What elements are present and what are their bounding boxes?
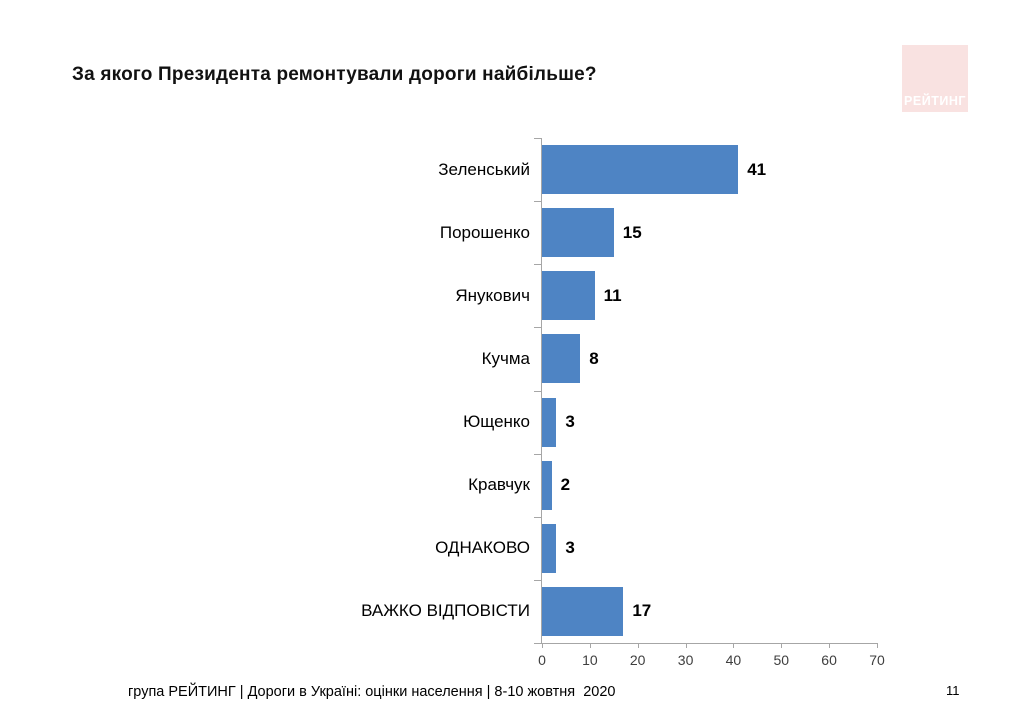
page-number: 11 <box>946 683 960 698</box>
value-axis-tick-label: 70 <box>869 652 885 668</box>
value-label: 15 <box>622 222 642 242</box>
bar <box>542 208 614 258</box>
value-label: 17 <box>632 601 652 621</box>
rating-logo-label: РЕЙТИНГ <box>904 94 966 108</box>
bar <box>542 271 595 321</box>
value-label: 8 <box>589 348 599 368</box>
category-axis-line <box>541 138 542 643</box>
category-tick <box>534 264 541 266</box>
bar-row: Янукович 11 <box>0 264 1024 327</box>
category-label: ВАЖКО ВІДПОВІСТИ <box>361 601 530 621</box>
category-tick <box>534 138 541 139</box>
bar-row: Ющенко 3 <box>0 391 1024 454</box>
category-label: ОДНАКОВО <box>435 538 530 558</box>
value-axis-tick <box>589 643 591 648</box>
value-axis-tick-label: 50 <box>773 652 790 668</box>
value-axis-tick-label: 20 <box>629 652 646 668</box>
bar <box>542 145 739 195</box>
category-tick <box>534 390 541 392</box>
value-label: 41 <box>747 159 767 179</box>
bar-row: ВАЖКО ВІДПОВІСТИ 17 <box>0 580 1024 643</box>
category-label: Ющенко <box>463 412 530 432</box>
value-label: 3 <box>565 412 575 432</box>
category-label: Порошенко <box>439 222 530 242</box>
value-axis-tick-label: 40 <box>725 652 742 668</box>
category-tick <box>534 201 541 203</box>
category-tick <box>534 516 541 518</box>
value-axis-tick-label: 0 <box>538 652 546 668</box>
value-axis-tick-label: 10 <box>582 652 598 668</box>
category-tick <box>534 579 541 581</box>
value-axis-tick <box>781 643 783 648</box>
category-tick <box>534 643 541 644</box>
value-axis-tick <box>877 643 878 648</box>
value-axis-tick-label: 60 <box>821 652 837 668</box>
category-tick <box>534 453 541 455</box>
value-axis-line <box>541 643 877 644</box>
value-axis-tick <box>733 643 735 648</box>
bar <box>542 334 581 384</box>
bar-row: Кравчук 2 <box>0 454 1024 517</box>
bar <box>542 523 557 573</box>
rating-group-logo: РЕЙТИНГ <box>902 45 968 112</box>
bar <box>542 397 557 447</box>
value-axis-tick <box>829 643 831 648</box>
value-label: 3 <box>565 538 575 558</box>
bar-row: Зеленський 41 <box>0 138 1024 201</box>
value-axis-tick <box>685 643 687 648</box>
value-axis-tick-label: 30 <box>677 652 694 668</box>
bar-row: Кучма 8 <box>0 327 1024 390</box>
value-axis-tick <box>542 643 543 648</box>
category-label: Янукович <box>455 285 530 305</box>
value-label: 11 <box>603 285 622 305</box>
bar <box>542 586 624 636</box>
page-title: За якого Президента ремонтували дороги н… <box>72 64 597 85</box>
value-axis-tick <box>637 643 639 648</box>
footer-source: група РЕЙТИНГ | Дороги в Україні: оцінки… <box>128 684 616 700</box>
bar <box>542 460 552 510</box>
value-label: 2 <box>560 475 571 495</box>
bar-row: Порошенко 15 <box>0 201 1024 264</box>
category-label: Зеленський <box>438 159 530 179</box>
bar-row: ОДНАКОВО 3 <box>0 517 1024 580</box>
category-label: Кравчук <box>468 475 530 495</box>
category-label: Кучма <box>481 348 530 368</box>
category-tick <box>534 327 541 329</box>
